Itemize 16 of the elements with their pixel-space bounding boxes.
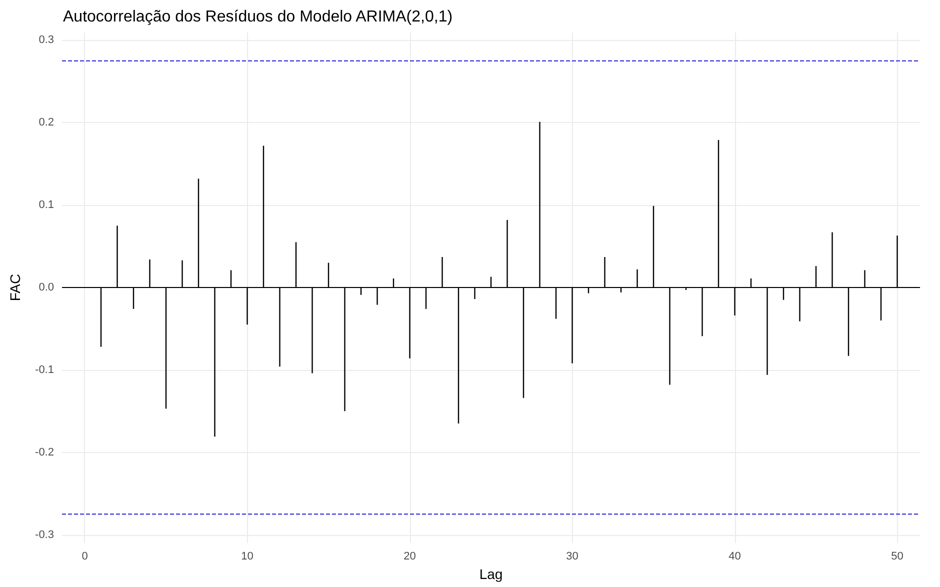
y-tick-label: -0.2 — [35, 446, 54, 458]
chart-title: Autocorrelação dos Resíduos do Modelo ARIMA(2,0,1) — [63, 8, 453, 26]
y-tick-label: 0.3 — [38, 34, 54, 46]
x-tick-label: 10 — [241, 550, 254, 562]
y-tick-label: -0.3 — [35, 528, 54, 541]
y-tick-label: -0.1 — [35, 364, 54, 376]
x-tick-label: 30 — [566, 550, 578, 562]
x-tick-label: 20 — [404, 550, 416, 562]
y-tick-label: 0.0 — [38, 282, 54, 294]
x-tick-label: 50 — [891, 550, 904, 562]
y-axis-title: FAC — [7, 274, 23, 302]
x-tick-label: 0 — [82, 550, 88, 562]
y-tick-label: 0.2 — [38, 116, 54, 129]
x-tick-label: 40 — [728, 550, 741, 562]
y-tick-label: 0.1 — [38, 199, 54, 212]
x-axis-title: Lag — [479, 566, 503, 582]
